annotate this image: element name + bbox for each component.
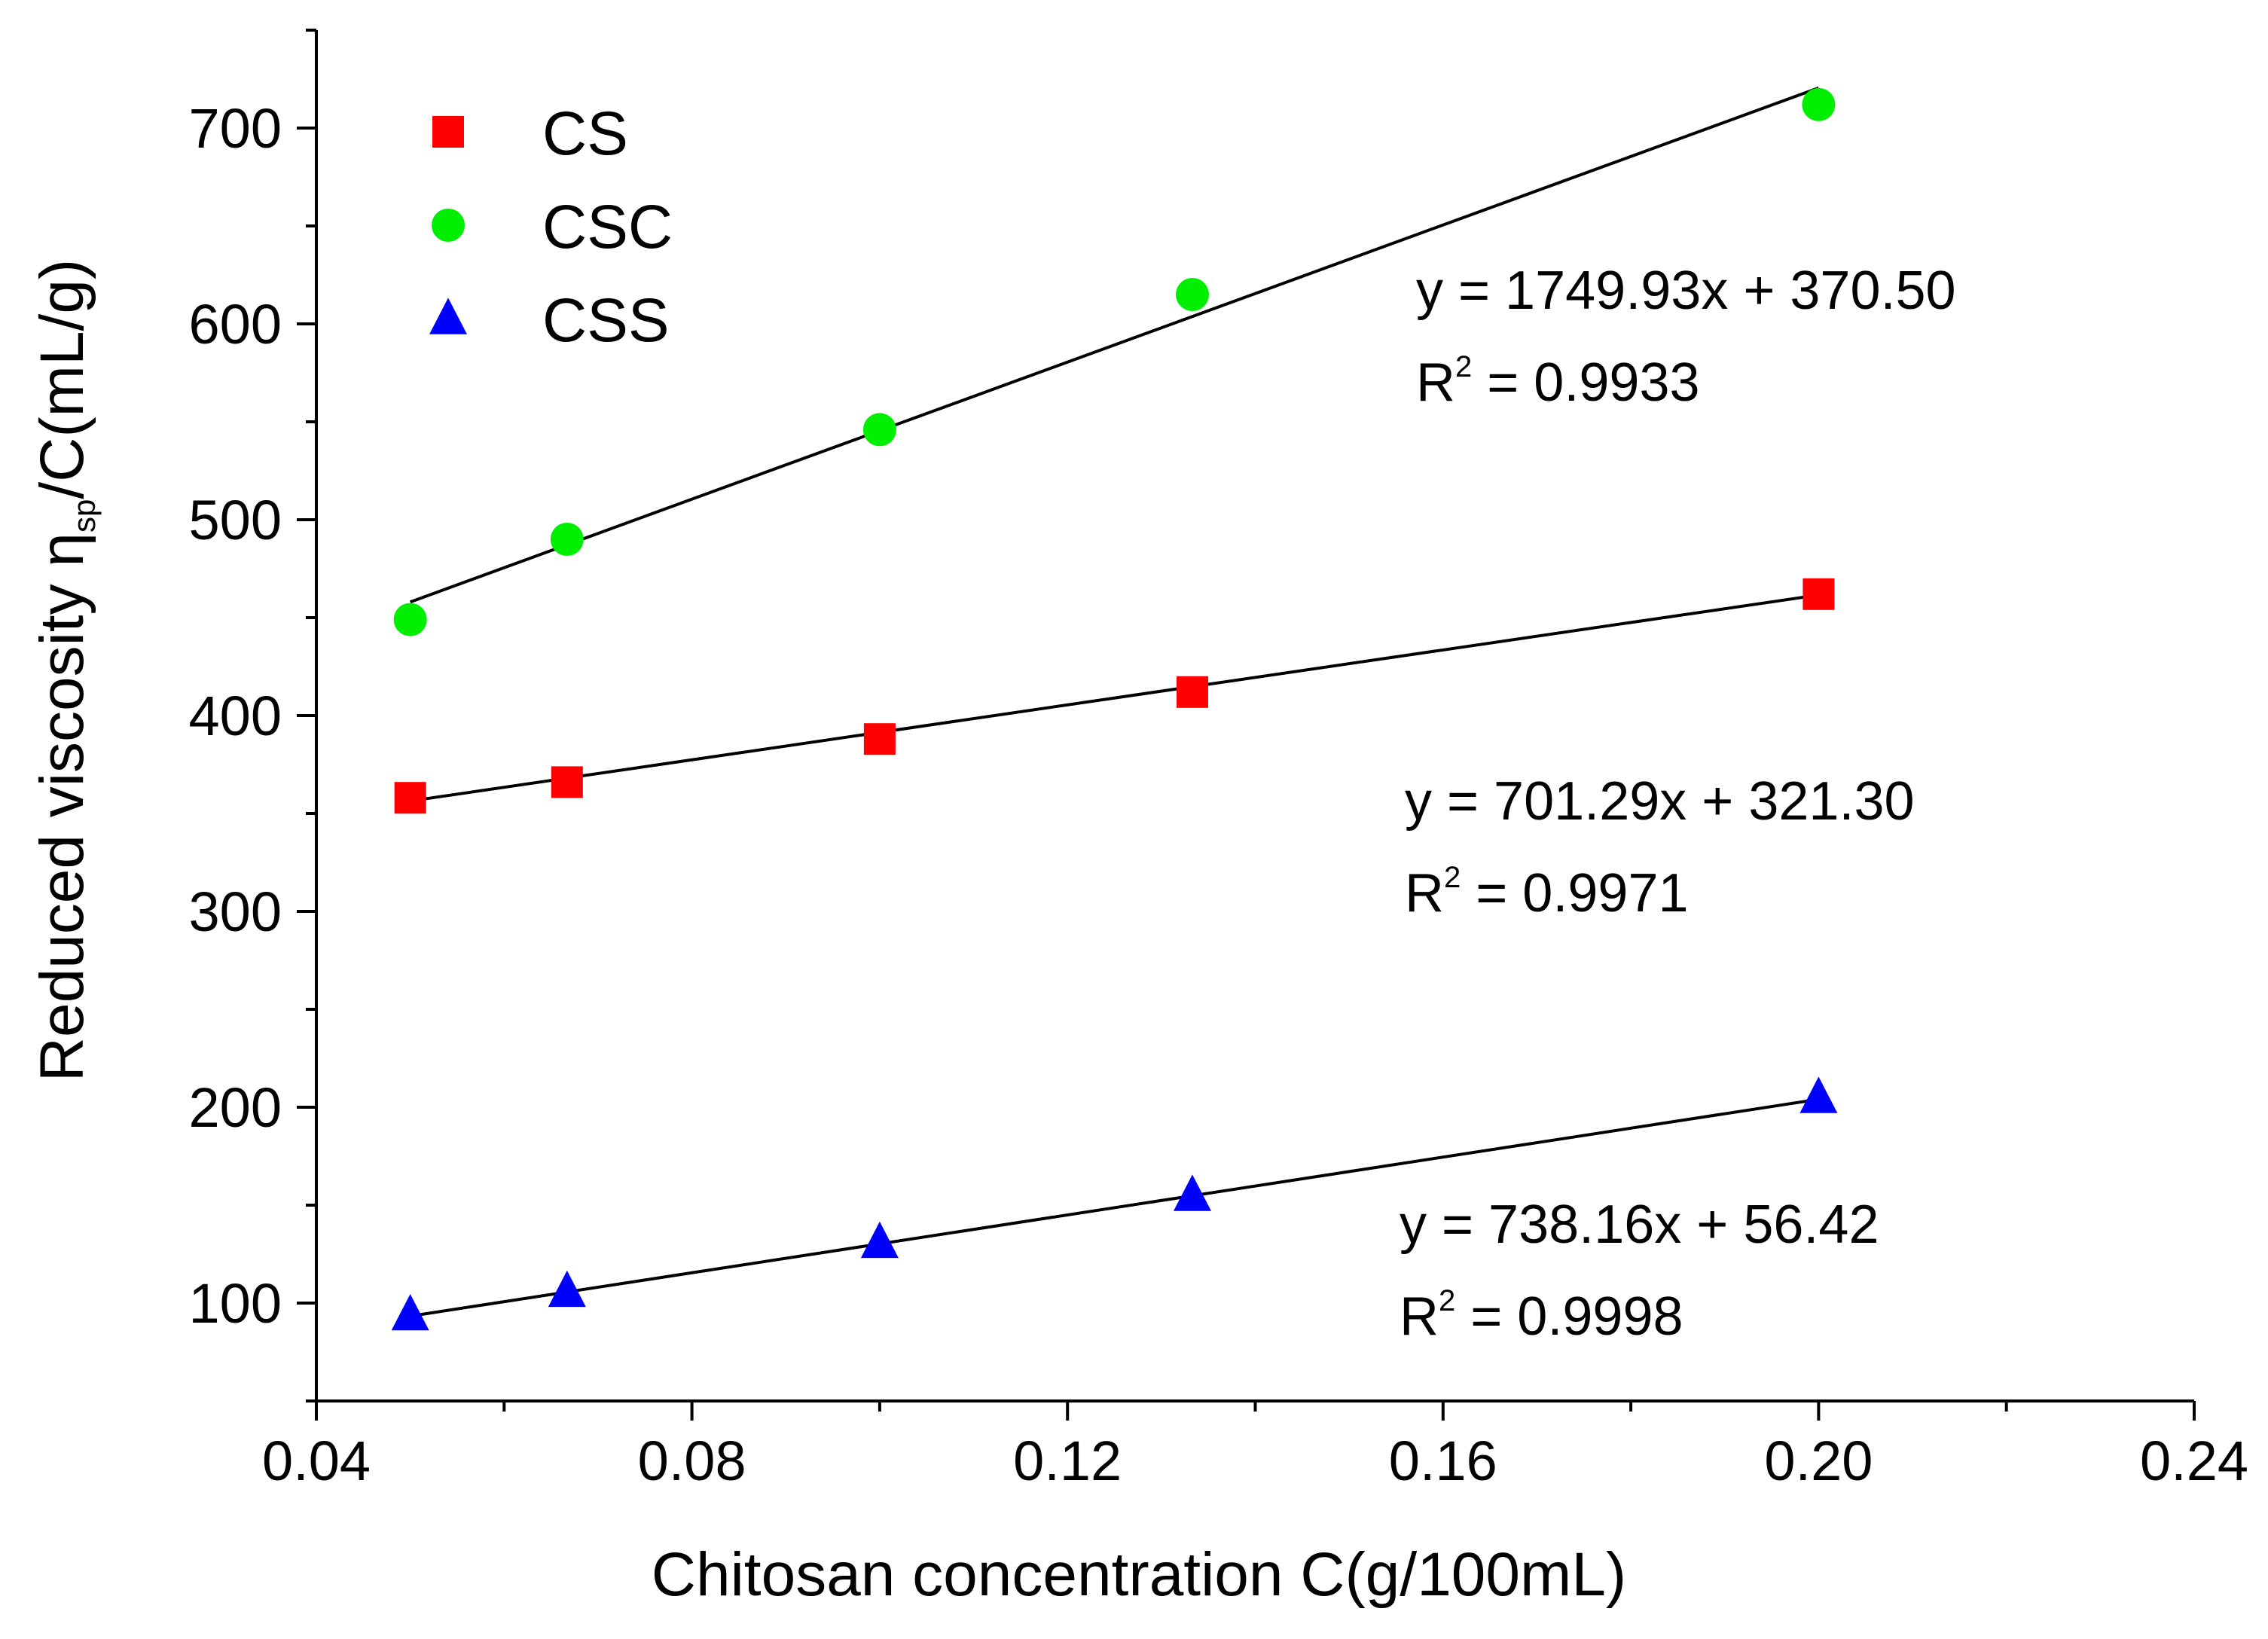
cs-fit-line	[410, 593, 1819, 803]
legend-marker-cs	[432, 116, 464, 148]
css-point	[860, 1221, 899, 1259]
cs-point	[863, 723, 896, 755]
axes-group: 0.04 0.08 0.12 0.16 0.20 0.24 100 200 300 400 500 6…	[189, 29, 2248, 1492]
css-fit-line	[410, 1097, 1819, 1318]
x-tick-label: 0.24	[2140, 1430, 2248, 1492]
legend: CS CSC CSS	[429, 99, 673, 355]
legend-label-cs: CS	[542, 99, 628, 168]
css-r-squared-exponent: 2	[1439, 1284, 1455, 1317]
cs-point	[1802, 578, 1835, 610]
y-tick-label: 700	[189, 97, 282, 160]
y-tick-label: 100	[189, 1272, 282, 1335]
cs-point	[394, 782, 426, 814]
legend-label-css: CSS	[542, 286, 670, 355]
csc-point	[393, 603, 427, 636]
csc-r-squared: R2 = 0.9933	[1416, 350, 1700, 413]
fit-lines-group	[409, 86, 1820, 1318]
x-tick-label: 0.08	[638, 1430, 746, 1492]
csc-point	[550, 523, 584, 556]
css-point	[391, 1294, 429, 1331]
x-tick-label: 0.16	[1389, 1430, 1497, 1492]
y-tick-label: 300	[189, 881, 282, 943]
cs-point	[1176, 676, 1208, 708]
x-tick-label: 0.12	[1013, 1430, 1122, 1492]
cs-equation: y = 701.29x + 321.30	[1405, 771, 1915, 832]
y-tick-label: 200	[189, 1076, 282, 1139]
css-point	[548, 1270, 586, 1308]
cs-r-squared-symbol: R	[1405, 863, 1444, 923]
csc-equation: y = 1749.93x + 370.50	[1416, 261, 1956, 321]
y-axis-title-prefix: Reduced viscosity η	[28, 533, 96, 1082]
cs-point	[551, 766, 583, 798]
css-r-squared-value: = 0.9998	[1455, 1286, 1683, 1347]
css-r-squared-symbol: R	[1400, 1286, 1439, 1347]
y-tick-label: 400	[189, 685, 282, 747]
y-axis-title-suffix: /C(mL/g)	[28, 259, 96, 499]
cs-r-squared: R2 = 0.9971	[1405, 861, 1689, 923]
y-tick-label: 600	[189, 293, 282, 356]
legend-marker-css	[429, 298, 467, 334]
x-tick-label: 0.04	[262, 1430, 371, 1492]
csc-r-squared-value: = 0.9933	[1472, 353, 1699, 413]
csc-point	[1175, 278, 1209, 311]
legend-label-csc: CSC	[542, 193, 673, 261]
y-axis-title: Reduced viscosity ηsp/C(mL/g)	[28, 259, 102, 1082]
csc-r-squared-symbol: R	[1416, 353, 1455, 413]
data-points-group	[391, 87, 1838, 1331]
css-point	[1173, 1174, 1211, 1211]
x-tick-label: 0.20	[1764, 1430, 1873, 1492]
y-axis-title-subscript: sp	[66, 499, 102, 533]
csc-point	[862, 413, 896, 447]
cs-r-squared-exponent: 2	[1444, 861, 1461, 894]
x-axis-title: Chitosan concentration C(g/100mL)	[652, 1540, 1626, 1609]
csc-fit-line	[409, 86, 1820, 604]
csc-r-squared-exponent: 2	[1455, 350, 1472, 383]
css-r-squared: R2 = 0.9998	[1400, 1284, 1683, 1347]
css-equation: y = 738.16x + 56.42	[1400, 1195, 1879, 1255]
legend-marker-csc	[432, 209, 465, 242]
css-point	[1799, 1076, 1838, 1113]
cs-r-squared-value: = 0.9971	[1461, 863, 1688, 923]
y-tick-label: 500	[189, 489, 282, 551]
csc-point	[1802, 87, 1836, 121]
